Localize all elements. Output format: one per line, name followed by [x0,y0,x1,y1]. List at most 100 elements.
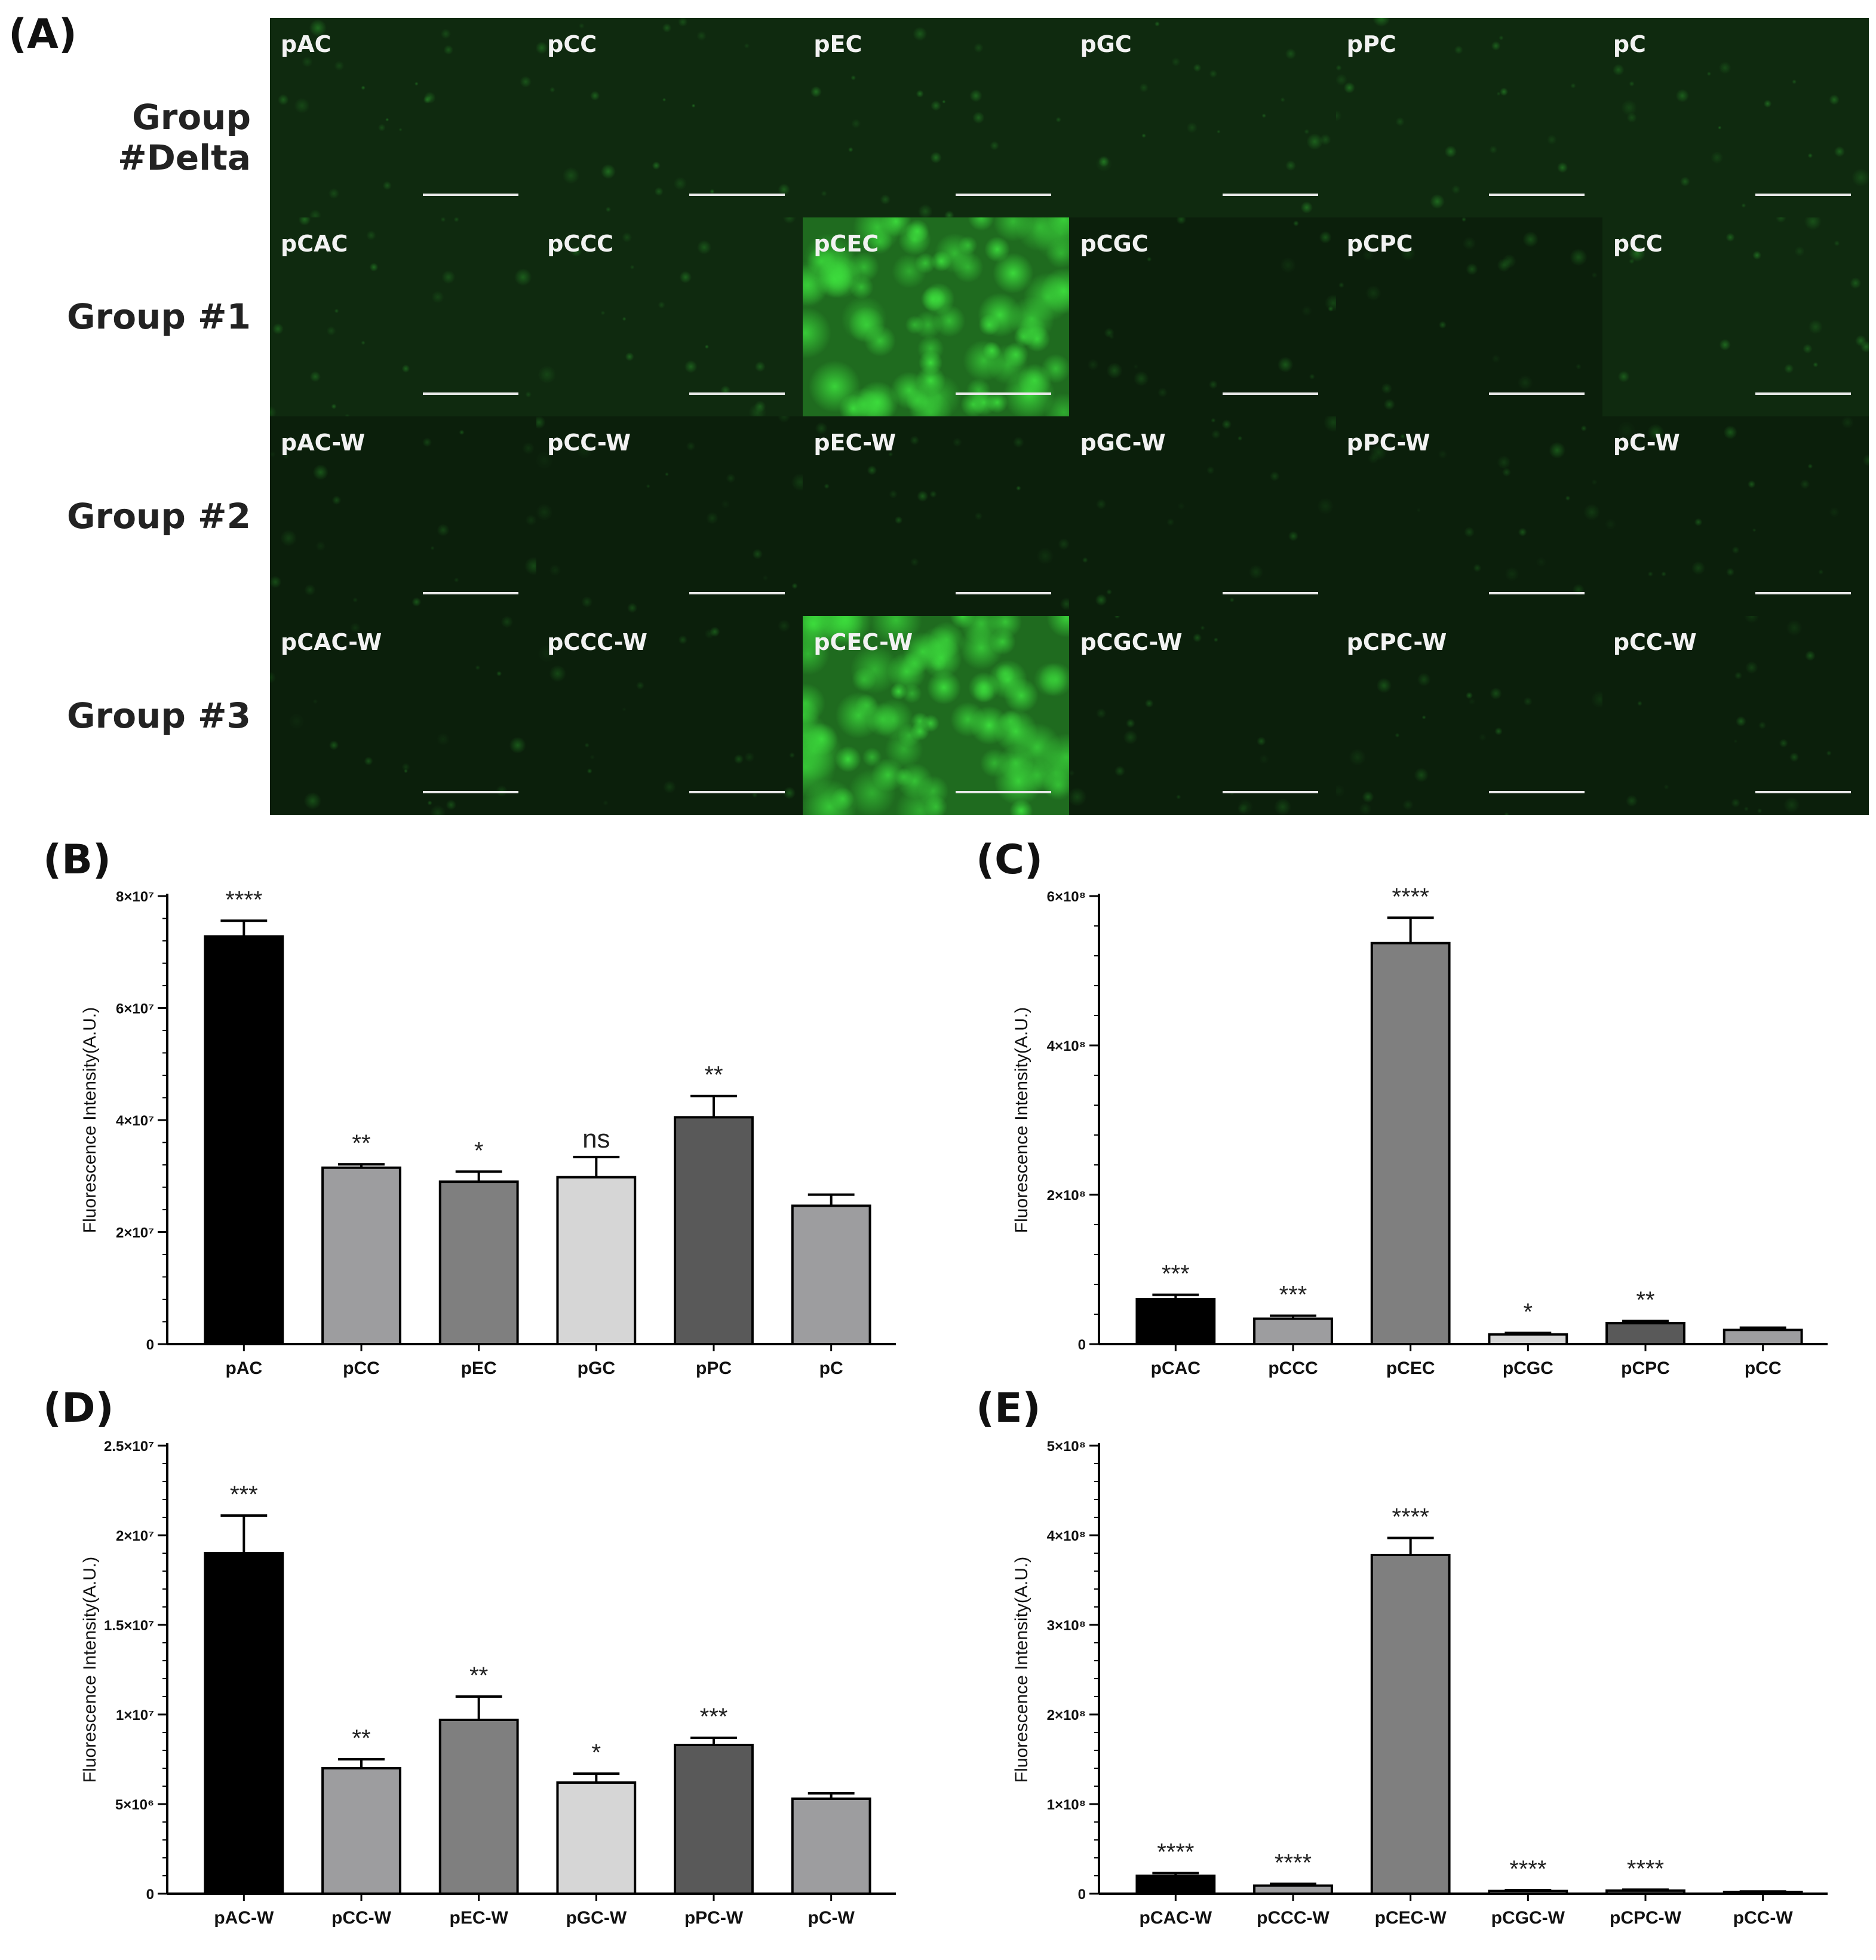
micrograph-label: pCCC-W [547,628,647,655]
x-tick-label: pCAC [1151,1358,1200,1378]
panel-label-b: (B) [43,836,111,884]
scale-bar [1755,591,1851,594]
bar-pCC [1723,1329,1803,1345]
significance-label: *** [1279,1282,1307,1308]
micrograph-label: pEC-W [813,430,896,456]
y-tick-label: 0 [1078,1887,1086,1903]
significance-label: **** [1392,884,1429,910]
bar-pEC [438,1180,519,1345]
significance-label: *** [700,1704,728,1730]
micrograph-label: pC-W [1613,430,1680,456]
micrograph-label: pCEC [813,230,879,257]
micrograph-tile: pC [1602,18,1869,217]
significance-label: * [1524,1299,1533,1325]
bar-pAC [204,935,284,1345]
micrograph-tile: pEC-W [803,416,1070,616]
micrograph-label: pPC [1346,31,1396,57]
bar-chart-d: Fluorescence Intensity(A.U.) 0 5×10⁶ 1×10⁷ 1… [60,1428,932,1953]
scale-bar [1222,591,1318,594]
row-label-group-2: Group #2 [66,496,251,536]
significance-label: **** [1627,1855,1664,1882]
x-tick-label: pC-W [808,1908,855,1928]
micrograph-tile: pPC [1335,18,1602,217]
micrograph-tile: pCC-W [536,416,803,616]
y-tick-label: 0 [146,1337,154,1353]
y-axis-label: Fluorescence Intensity(A.U.) [1012,1557,1031,1783]
panel-label-d: (D) [43,1385,114,1432]
significance-label: *** [230,1481,258,1508]
bar-pEC-W [438,1719,519,1895]
micrograph-label: pCC [547,31,597,57]
scale-bar [956,392,1052,395]
bar-pCC [321,1166,401,1345]
scale-bar [1488,791,1585,793]
micrograph-label: pCGC-W [1080,628,1183,655]
bar-pGC-W [556,1781,637,1895]
micrograph-label: pCPC [1346,230,1413,257]
micrograph-label: pCCC [547,230,614,257]
x-tick-label: pCGC [1503,1358,1553,1378]
y-tick-label: 2×10⁷ [116,1528,154,1544]
bar-chart-e: Fluorescence Intensity(A.U.) 0 1×10⁸ 2×10⁸ 3… [991,1428,1863,1953]
y-tick-label: 2×10⁸ [1047,1188,1086,1204]
scale-bar [689,591,785,594]
micrograph-tile: pGC [1069,18,1336,217]
x-tick-label: pCC-W [1733,1908,1794,1928]
micrograph-tile: pCC [1602,217,1869,416]
micrograph-tile: pAC [270,18,537,217]
y-tick-label: 1×10⁷ [116,1707,154,1723]
chart-d-svg: Fluorescence Intensity(A.U.) 0 5×10⁶ 1×10⁷ 1… [80,1438,896,1928]
bar-pC-W [791,1798,871,1895]
x-tick-label: pCEC [1386,1358,1435,1378]
y-tick-label: 8×10⁷ [116,889,154,905]
bar-pCCC [1253,1317,1333,1345]
micrograph-tile: pPC-W [1335,416,1602,616]
x-tick-label: pC [819,1358,843,1378]
significance-label: **** [225,887,262,913]
bar-pCC-W [1723,1891,1803,1895]
bar-pPC-W [674,1744,754,1895]
bar-pC [791,1204,871,1345]
x-tick-label: pCAC-W [1140,1908,1212,1928]
bar-pCGC [1488,1333,1568,1345]
micrograph-tile: pC-W [1602,416,1869,616]
y-tick-label: 2×10⁷ [116,1225,154,1241]
bar-pCEC-W [1370,1554,1451,1895]
significance-label: ns [582,1124,610,1154]
bar-chart-b: Fluorescence Intensity(A.U.) 0 2×10⁷ 4×10⁷ 6… [60,878,932,1404]
significance-label: ** [704,1062,723,1088]
row-label-group-delta: Group #Delta [118,97,251,178]
y-axis-label: Fluorescence Intensity(A.U.) [80,1557,100,1783]
x-tick-label: pPC [696,1358,732,1378]
bar-pCCC-W [1253,1884,1333,1895]
micrograph-tile: pCC-W [1602,615,1869,815]
significance-label: * [592,1740,601,1766]
y-tick-label: 2.5×10⁷ [104,1438,154,1455]
x-tick-label: pCCC-W [1257,1908,1330,1928]
x-tick-label: pPC-W [684,1908,744,1928]
x-tick-label: pCPC [1621,1358,1670,1378]
bar-pAC-W [204,1552,284,1895]
y-tick-label: 0 [1078,1337,1086,1353]
micrograph-label: pC [1613,31,1646,57]
micrograph-label: pGC-W [1080,430,1166,456]
x-tick-label: pCGC-W [1491,1908,1565,1928]
chart-e-svg: Fluorescence Intensity(A.U.) 0 1×10⁸ 2×10⁸ 3… [1012,1438,1828,1928]
scale-bar [1488,591,1585,594]
micrograph-tile: pCAC-W [270,615,537,815]
row-label-group-1: Group #1 [66,296,251,337]
bar-pCPC-W [1605,1889,1685,1895]
x-tick-label: pEC [461,1358,497,1378]
micrograph-tile: pCCC [536,217,803,416]
micrograph-tile: pCGC-W [1069,615,1336,815]
significance-label: ** [352,1130,370,1157]
significance-label: *** [1162,1261,1190,1287]
y-tick-label: 4×10⁸ [1047,1528,1086,1544]
micrograph-label: pCC [1613,230,1663,257]
x-tick-label: pCC [1745,1358,1782,1378]
bar-pCGC-W [1488,1890,1568,1895]
scale-bar [689,193,785,196]
y-tick-label: 2×10⁸ [1047,1707,1086,1723]
y-tick-label: 6×10⁷ [116,1001,154,1017]
y-tick-label: 4×10⁸ [1047,1038,1086,1054]
